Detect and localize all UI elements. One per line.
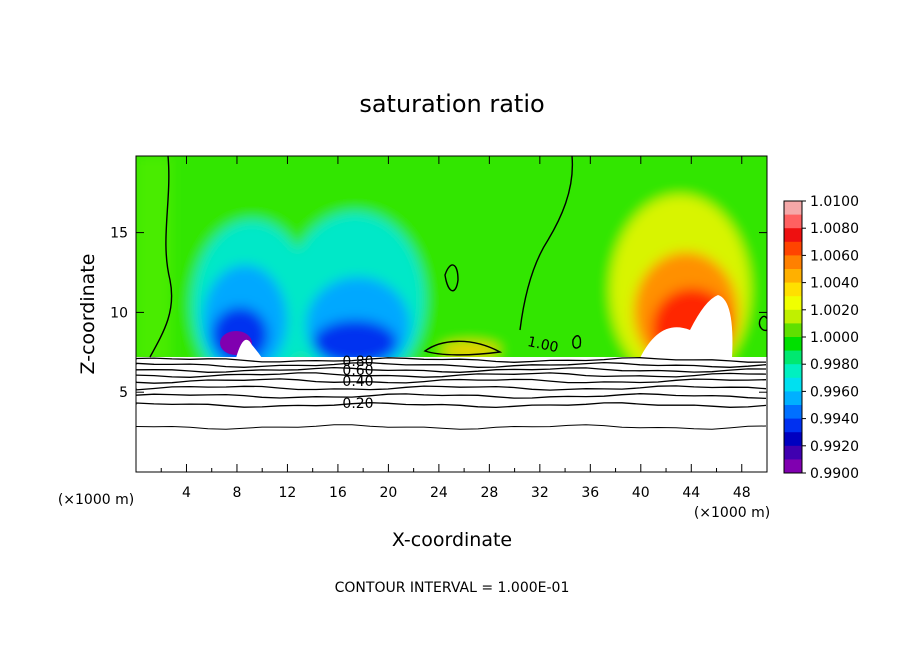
colorbar-bin (784, 269, 802, 284)
colorbar-bin (784, 364, 802, 379)
field-saturated-region (640, 295, 733, 358)
colorbar-bin (784, 459, 802, 474)
contour-line-1.00 (519, 156, 574, 331)
contour-interval-note: CONTOUR INTERVAL = 1.000E-01 (335, 580, 570, 596)
colorbar-bin (784, 309, 802, 324)
colorbar-tick-label: 0.9980 (810, 357, 859, 373)
contour-labels: 1.00 0.800.600.40 0.20 (342, 334, 559, 412)
colorbar-bin (784, 214, 802, 229)
field-moist-patch (440, 342, 500, 358)
colorbar-bin (784, 405, 802, 420)
colorbar: 1.0100 1.0080 1.0060 1.0040 1.0020 1.0000 0.99… (783, 194, 859, 482)
colorbar-bin (784, 255, 802, 270)
colorbar-bin (784, 391, 802, 406)
field-min-white (236, 339, 262, 358)
contour-line-level (136, 361, 767, 368)
colorbar-bin (784, 337, 802, 352)
contour-line-1.00 (444, 264, 459, 292)
colorbar-bin (784, 282, 802, 297)
contour-label: 0.80 (342, 354, 373, 370)
contour-line-level (136, 378, 767, 384)
heatmap-field (136, 156, 767, 472)
x-tick-label-40: 40 (632, 485, 650, 501)
colorbar-bin (784, 445, 802, 460)
contour-label: 0.60 (342, 363, 373, 379)
contour-line-level (136, 393, 767, 400)
colorbar-tick-label: 1.0060 (810, 248, 859, 264)
colorbar-bin (784, 323, 802, 338)
y-tick-label-15: 15 (110, 226, 128, 242)
colorbar-bin (784, 228, 802, 243)
contour-lines (136, 156, 767, 430)
chart-title: saturation ratio (359, 90, 544, 118)
x-tick-label-24: 24 (430, 485, 448, 501)
x-tick-label-44: 44 (682, 485, 700, 501)
x-tick-label-36: 36 (581, 485, 599, 501)
contour-label: 0.40 (342, 374, 373, 390)
colorbar-tick-label: 1.0040 (810, 276, 859, 292)
x-tick-label-20: 20 (379, 485, 397, 501)
plot-frame (135, 155, 768, 473)
colorbar-bin (784, 296, 802, 311)
colorbar-tick-label: 0.9920 (810, 439, 859, 455)
x-tick-label-4: 4 (182, 485, 191, 501)
contour-line-1.00 (758, 315, 767, 332)
colorbar-bin (784, 418, 802, 433)
y-axis-ticks: 5 10 15 (110, 226, 767, 401)
contour-line-level (136, 424, 767, 430)
x-tick-label-28: 28 (480, 485, 498, 501)
colorbar-tick-label: 1.0000 (810, 330, 859, 346)
y-axis-label: Z-coordinate (77, 254, 99, 375)
contour-line-1.00 (572, 335, 582, 349)
colorbar-tick-label: 1.0100 (810, 194, 859, 210)
colorbar-tick-labels: 1.0100 1.0080 1.0060 1.0040 1.0020 1.0000 0.99… (802, 194, 859, 482)
colorbar-tick-label: 1.0080 (810, 221, 859, 237)
contour-line-level (136, 385, 767, 391)
contour-line-1.00 (423, 340, 503, 356)
colorbar-tick-label: 0.9960 (810, 384, 859, 400)
x-tick-label-32: 32 (531, 485, 549, 501)
x-tick-label-8: 8 (232, 485, 241, 501)
contour-line-level (136, 402, 767, 409)
colorbar-bin (784, 350, 802, 365)
contour-line-level (136, 366, 767, 373)
x-tick-label-12: 12 (279, 485, 297, 501)
colorbar-bin (784, 241, 802, 256)
x-axis-label: X-coordinate (392, 529, 512, 551)
y-tick-label-5: 5 (119, 385, 128, 401)
contour-line-1.00 (149, 156, 173, 358)
colorbar-tick-label: 0.9940 (810, 412, 859, 428)
y-axis-unit-label: (×1000 m) (58, 492, 134, 508)
colorbar-tick-label: 1.0020 (810, 303, 859, 319)
field-dry-deepblue-2 (313, 320, 397, 364)
field-left-band (136, 156, 171, 361)
x-axis-unit-label: (×1000 m) (694, 505, 770, 521)
x-tick-label-16: 16 (329, 485, 347, 501)
y-tick-label-10: 10 (110, 305, 128, 321)
contour-line-level (136, 357, 767, 363)
colorbar-bin (784, 201, 802, 216)
colorbar-bin (784, 432, 802, 447)
contour-label: 0.20 (342, 396, 373, 412)
colorbar-tick-label: 0.9900 (810, 466, 859, 482)
x-tick-label-48: 48 (733, 485, 751, 501)
contour-line-level (136, 372, 767, 378)
colorbar-bin (784, 377, 802, 392)
contour-label: 1.00 (526, 334, 560, 356)
x-axis-ticks: 4 8 12 16 20 24 28 32 36 40 44 48 (160, 156, 751, 501)
